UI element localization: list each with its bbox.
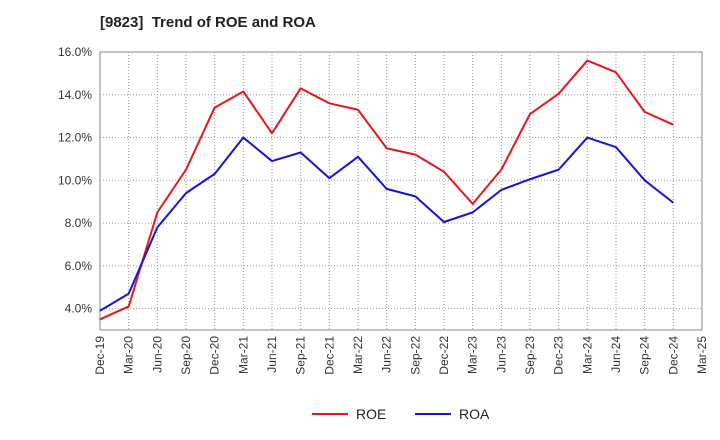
y-tick-label: 16.0% [58,45,92,59]
x-tick-label: Mar-20 [122,336,136,374]
y-tick-label: 10.0% [58,173,92,187]
y-tick-label: 4.0% [65,302,93,316]
roe-legend-label: ROE [356,406,387,422]
x-tick-label: Jun-23 [494,336,508,373]
x-tick-label: Jun-21 [265,336,279,373]
x-tick-label: Jun-20 [150,336,164,373]
x-tick-label: Dec-23 [552,336,566,375]
x-tick-label: Jun-24 [609,336,623,373]
legend-item-roe: ROE [312,404,386,424]
x-tick-label: Mar-23 [466,336,480,374]
x-tick-label: Sep-24 [638,336,652,375]
x-tick-label: Sep-22 [408,336,422,375]
y-tick-label: 8.0% [65,216,93,230]
chart-title: [9823] Trend of ROE and ROA [100,14,316,31]
axes: 4.0% 6.0% 8.0% 10.0% 12.0% 14.0% 16.0% Dec-19 Ma… [58,45,709,375]
x-tick-label: Mar-21 [236,336,250,374]
series [99,59,674,321]
roa-legend-swatch [415,413,451,415]
x-tick-label: Dec-24 [666,336,680,375]
x-tick-label: Dec-22 [437,336,451,375]
x-tick-label: Dec-19 [93,336,107,375]
plot-frame [99,51,703,331]
roa-legend-label: ROA [459,406,490,422]
x-tick-label: Mar-25 [695,336,709,374]
x-tick-label: Dec-21 [322,336,336,375]
y-tick-label: 14.0% [58,88,92,102]
x-tick-label: Jun-22 [380,336,394,373]
x-tick-label: Sep-23 [523,336,537,375]
x-tick-label: Sep-21 [294,336,308,375]
roe-legend-swatch [312,413,348,415]
x-tick-label: Sep-20 [179,336,193,375]
x-tick-label: Dec-20 [208,336,222,375]
x-tick-label: Mar-24 [580,336,594,374]
x-tick-label: Mar-22 [351,336,365,374]
y-tick-label: 12.0% [58,131,92,145]
grid [99,51,703,331]
y-tick-label: 6.0% [65,259,93,273]
legend-item-roa: ROA [415,404,489,424]
